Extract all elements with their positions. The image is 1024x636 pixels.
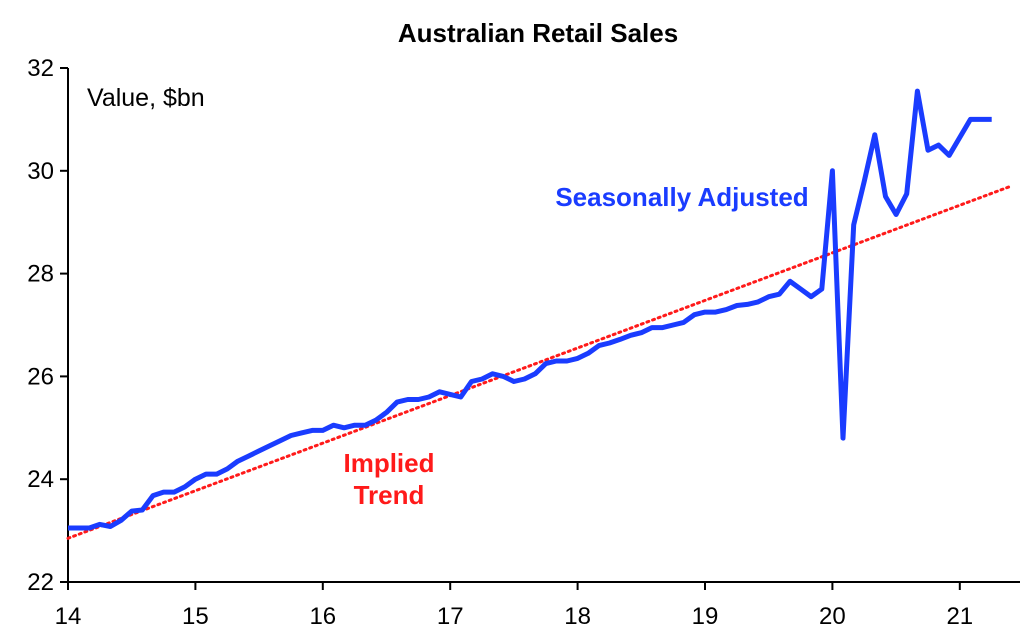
x-tick-label: 14 <box>55 603 82 630</box>
plot-area: 22 24 26 28 30 32 14 15 16 17 18 19 20 21 <box>27 55 1020 630</box>
y-tick-label: 24 <box>27 466 54 493</box>
seasonally-adjusted-line <box>68 88 992 531</box>
x-tick-label: 18 <box>564 603 591 630</box>
trend-label: Trend <box>354 480 425 510</box>
implied-label: Implied <box>343 448 434 478</box>
y-axis-ticks: 22 24 26 28 30 32 <box>27 55 68 596</box>
implied-trend-line <box>66 184 1013 540</box>
y-tick-label: 22 <box>27 569 54 596</box>
x-tick-label: 19 <box>692 603 719 630</box>
x-tick-label: 21 <box>946 603 973 630</box>
seasonally-adjusted-label: Seasonally Adjusted <box>555 182 808 212</box>
y-tick-label: 26 <box>27 363 54 390</box>
chart-title: Australian Retail Sales <box>398 18 678 48</box>
x-tick-label: 20 <box>819 603 846 630</box>
y-tick-label: 28 <box>27 261 54 288</box>
x-axis-ticks: 14 15 16 17 18 19 20 21 <box>55 582 973 630</box>
y-tick-label: 32 <box>27 55 54 82</box>
x-tick-label: 17 <box>437 603 464 630</box>
x-tick-label: 16 <box>309 603 336 630</box>
x-tick-label: 15 <box>182 603 209 630</box>
y-tick-label: 30 <box>27 158 54 185</box>
unit-label: Value, $bn <box>87 84 205 112</box>
series-layer <box>66 88 1013 540</box>
